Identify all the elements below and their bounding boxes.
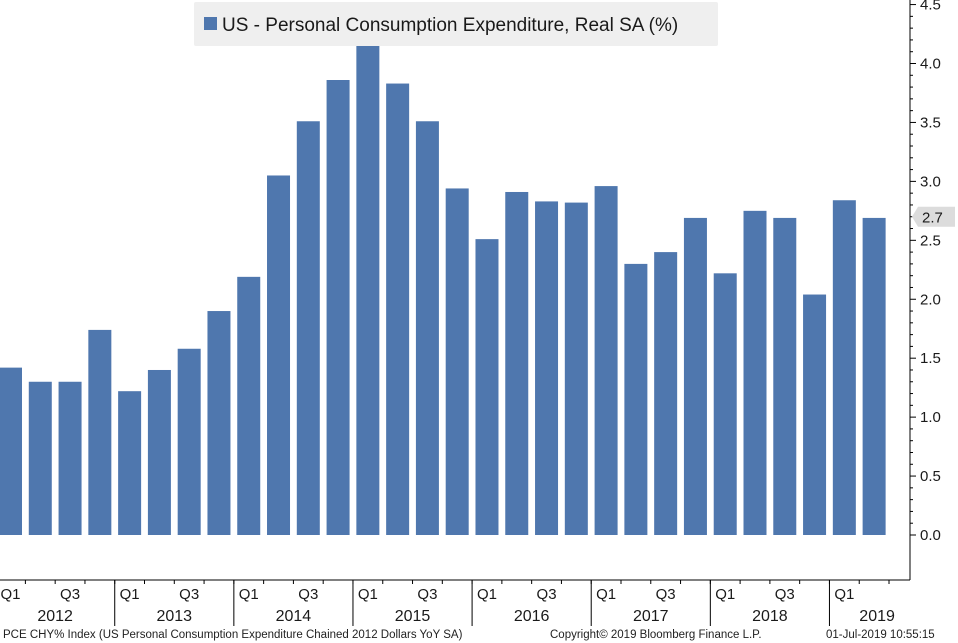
x-quarter-label: Q3 [775,586,795,603]
x-axis: Q1 Q3 Q1 Q3 Q1 Q3 Q1 Q3 Q1 Q3 Q1 Q3 Q1 Q3 Q1 2012 2013 20… [0,579,910,626]
y-axis: 0.0 0.5 1.0 1.5 2.0 2.5 3.0 3.5 4.0 4.5 [909,0,941,580]
bar-2012-q2 [28,381,52,535]
bar-2017-q1 [594,186,618,535]
bar-2019-q1 [832,200,856,536]
y-tick-label: 2.0 [920,291,941,308]
x-quarter-label: Q1 [715,586,735,603]
x-quarter-label: Q3 [656,586,676,603]
x-quarter-label: Q3 [537,586,557,603]
bar-2018-q1 [713,273,737,535]
bars-group [0,44,886,536]
bar-2014-q4 [326,80,350,535]
bar-2016-q1 [475,239,499,535]
y-tick-label: 3.0 [920,173,941,190]
legend-background [194,2,718,46]
y-tick-label: 0.0 [920,527,941,544]
bar-2013-q4 [207,311,231,535]
bar-2016-q2 [505,191,529,536]
y-tick-label: 1.0 [920,409,941,426]
bar-2017-q3 [654,252,678,535]
x-quarter-label: Q1 [596,586,616,603]
x-quarter-label: Q1 [477,586,497,603]
x-quarter-label: Q1 [834,586,854,603]
bar-2013-q1 [118,391,142,535]
x-quarter-label: Q3 [60,586,80,603]
x-year-label: 2019 [859,608,895,625]
bar-2013-q3 [177,348,201,535]
bar-2014-q2 [267,175,291,536]
footer-copyright: Copyright© 2019 Bloomberg Finance L.P. [550,629,762,641]
y-tick-label: 4.0 [920,56,941,73]
y-tick-label: 2.5 [920,232,941,249]
legend-label: US - Personal Consumption Expenditure, R… [222,15,678,36]
bar-2012-q4 [88,329,112,535]
last-value-callout: 2.7 [912,206,955,227]
legend-swatch [204,17,217,30]
bar-2014-q3 [296,121,320,535]
x-quarter-label: Q3 [179,586,199,603]
x-quarter-label: Q1 [239,586,259,603]
x-year-label: 2012 [37,608,73,625]
bar-2018-q3 [773,217,797,536]
bar-2016-q4 [564,202,588,535]
bar-2015-q3 [415,121,439,535]
x-year-label: 2015 [395,608,431,625]
x-quarter-label: Q1 [358,586,378,603]
x-quarter-label: Q1 [0,586,20,603]
bar-2014-q1 [237,276,261,535]
footer-timestamp: 01-Jul-2019 10:55:15 [826,629,935,641]
x-year-label: 2016 [514,608,550,625]
x-quarter-label: Q3 [417,586,437,603]
bar-2018-q2 [743,210,767,535]
bar-2013-q2 [147,369,171,535]
legend: US - Personal Consumption Expenditure, R… [194,2,718,46]
callout-label: 2.7 [922,210,943,227]
x-year-label: 2018 [752,608,788,625]
footer: PCE CHY% Index (US Personal Consumption … [3,629,935,641]
callout-marker [912,206,955,227]
bar-2019-q2 [862,217,886,536]
x-year-label: 2017 [633,608,669,625]
x-year-label: 2013 [156,608,192,625]
bar-2015-q4 [445,188,469,535]
y-tick-label: 1.5 [920,350,941,367]
bar-2015-q1 [356,44,380,535]
bar-2016-q3 [535,201,559,535]
bar-2017-q2 [624,263,648,535]
x-year-label: 2014 [276,608,312,625]
x-quarter-label: Q3 [298,586,318,603]
bar-2012-q3 [58,381,82,535]
bar-2015-q2 [386,83,410,535]
bar-2018-q4 [803,294,827,535]
x-quarter-label: Q1 [120,586,140,603]
bar-2012-q1 [0,367,22,535]
bar-2017-q4 [683,217,707,536]
y-tick-label: 0.5 [920,468,941,485]
y-tick-label: 3.5 [920,114,941,131]
y-tick-label: 4.5 [920,0,941,14]
footer-source: PCE CHY% Index (US Personal Consumption … [3,629,463,641]
